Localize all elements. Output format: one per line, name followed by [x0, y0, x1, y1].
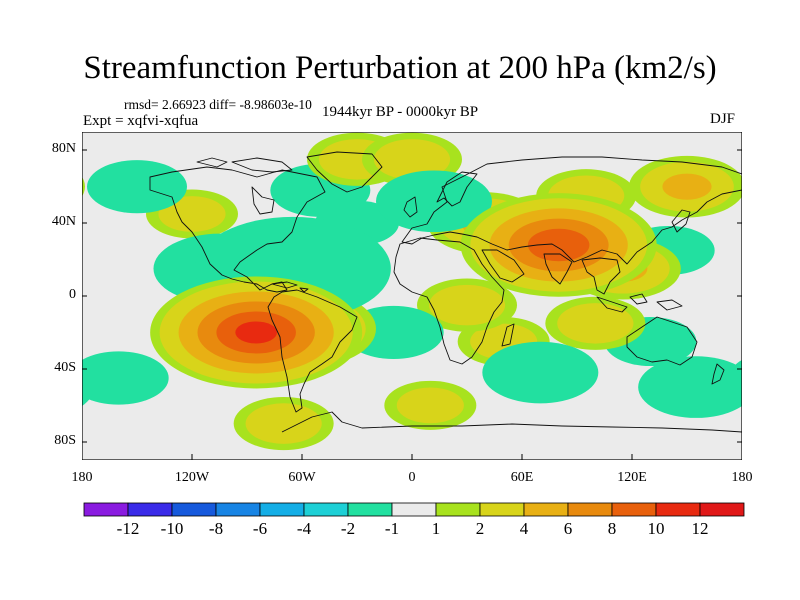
coast-southeast-asia: [581, 257, 621, 295]
rmsd-diff-stats: rmsd= 2.66923 diff= -8.98603e-10: [124, 97, 312, 112]
coast-caribbean: [271, 281, 309, 293]
lon-label-180w: 180: [71, 470, 93, 485]
colorbar-label: 10: [647, 519, 665, 538]
contour-fill: [82, 368, 95, 406]
colorbar-label: 4: [519, 519, 529, 538]
coast-north-america: [149, 166, 326, 293]
colorbar-swatch: [699, 502, 745, 517]
lon-label-60w: 60W: [288, 470, 316, 485]
colorbar-label: 1: [431, 519, 441, 538]
coast-europe-asia: [401, 156, 742, 265]
contour-fill-layer: [82, 132, 742, 460]
colorbar-swatch: [347, 502, 393, 517]
contour-fill: [235, 321, 277, 344]
coast-greenland: [306, 151, 383, 193]
coast-arctic-islands: [196, 157, 293, 173]
period-label: 1944kyr BP - 0000kyr BP: [322, 104, 479, 120]
contour-fill: [158, 196, 226, 232]
colorbar-label: -8: [208, 519, 224, 538]
colorbar-label: 6: [563, 519, 573, 538]
lat-label-80s: 80S: [54, 433, 76, 448]
coast-africa: [393, 237, 505, 365]
colorbar-swatch: [391, 502, 437, 517]
lon-label-120e: 120E: [617, 470, 647, 485]
contour-fill: [557, 303, 634, 344]
lat-label-40n: 40N: [51, 214, 76, 229]
season-label: DJF: [710, 111, 736, 127]
plot-title: Streamfunction Perturbation at 200 hPa (…: [83, 50, 717, 86]
coast-scandinavia: [436, 171, 478, 207]
colorbar-label: -4: [296, 519, 312, 538]
colorbar-swatch: [83, 502, 129, 517]
contour-fill: [82, 351, 169, 405]
colorbar-swatch: [567, 502, 613, 517]
lat-label-0: 0: [69, 287, 76, 302]
colorbar-label: -10: [160, 519, 184, 538]
colorbar-swatch: [655, 502, 701, 517]
contour-fill: [428, 284, 506, 326]
contour-fill: [638, 356, 742, 418]
colorbar-label: 8: [607, 519, 617, 538]
colorbar-label: 2: [475, 519, 485, 538]
coast-uk: [403, 196, 418, 218]
colorbar-label: 12: [691, 519, 709, 538]
coast-madagascar: [501, 323, 515, 347]
colorbar-label: -1: [384, 519, 400, 538]
colorbar-label: -2: [340, 519, 356, 538]
streamfunction-map: [82, 132, 742, 460]
contour-fill: [482, 341, 599, 404]
contour-fill: [376, 170, 492, 233]
coast-antarctica: [281, 411, 742, 433]
colorbar-swatch: [259, 502, 305, 517]
colorbar-swatch: [479, 502, 525, 517]
colorbar-swatch: [215, 502, 261, 517]
lat-label-40s: 40S: [54, 360, 76, 375]
experiment-label: Expt = xqfvi-xqfua: [83, 113, 199, 129]
coast-japan: [671, 209, 691, 233]
lon-label-180e: 180: [731, 470, 753, 485]
colorbar-swatch: [127, 502, 173, 517]
colorbar-swatch: [523, 502, 569, 517]
colorbar-swatch: [435, 502, 481, 517]
lat-label-80n: 80N: [51, 141, 76, 156]
contour-fill: [527, 228, 590, 262]
coast-indonesia: [596, 293, 683, 313]
lon-label-0: 0: [408, 470, 416, 485]
colorbar-label: -12: [116, 519, 140, 538]
coast-south-america: [267, 289, 358, 413]
coast-india: [543, 253, 573, 285]
contour-fill: [245, 403, 322, 444]
coastlines: [149, 151, 742, 433]
lon-label-120w: 120W: [174, 470, 210, 485]
map-ticks: [82, 149, 742, 460]
colorbar-swatch: [303, 502, 349, 517]
contour-fill: [87, 160, 187, 214]
coast-new-zealand: [711, 363, 725, 385]
contour-fill: [396, 387, 464, 424]
coast-arabia: [481, 249, 525, 283]
contour-fill: [82, 176, 85, 197]
coast-hudson-bay: [251, 186, 275, 215]
lon-label-60e: 60E: [510, 470, 534, 485]
colorbar-label: -6: [252, 519, 268, 538]
contour-fill: [662, 173, 712, 200]
colorbar-swatch: [171, 502, 217, 517]
colorbar-swatch: [611, 502, 657, 517]
contour-fill: [373, 139, 451, 180]
coast-australia: [626, 316, 698, 366]
